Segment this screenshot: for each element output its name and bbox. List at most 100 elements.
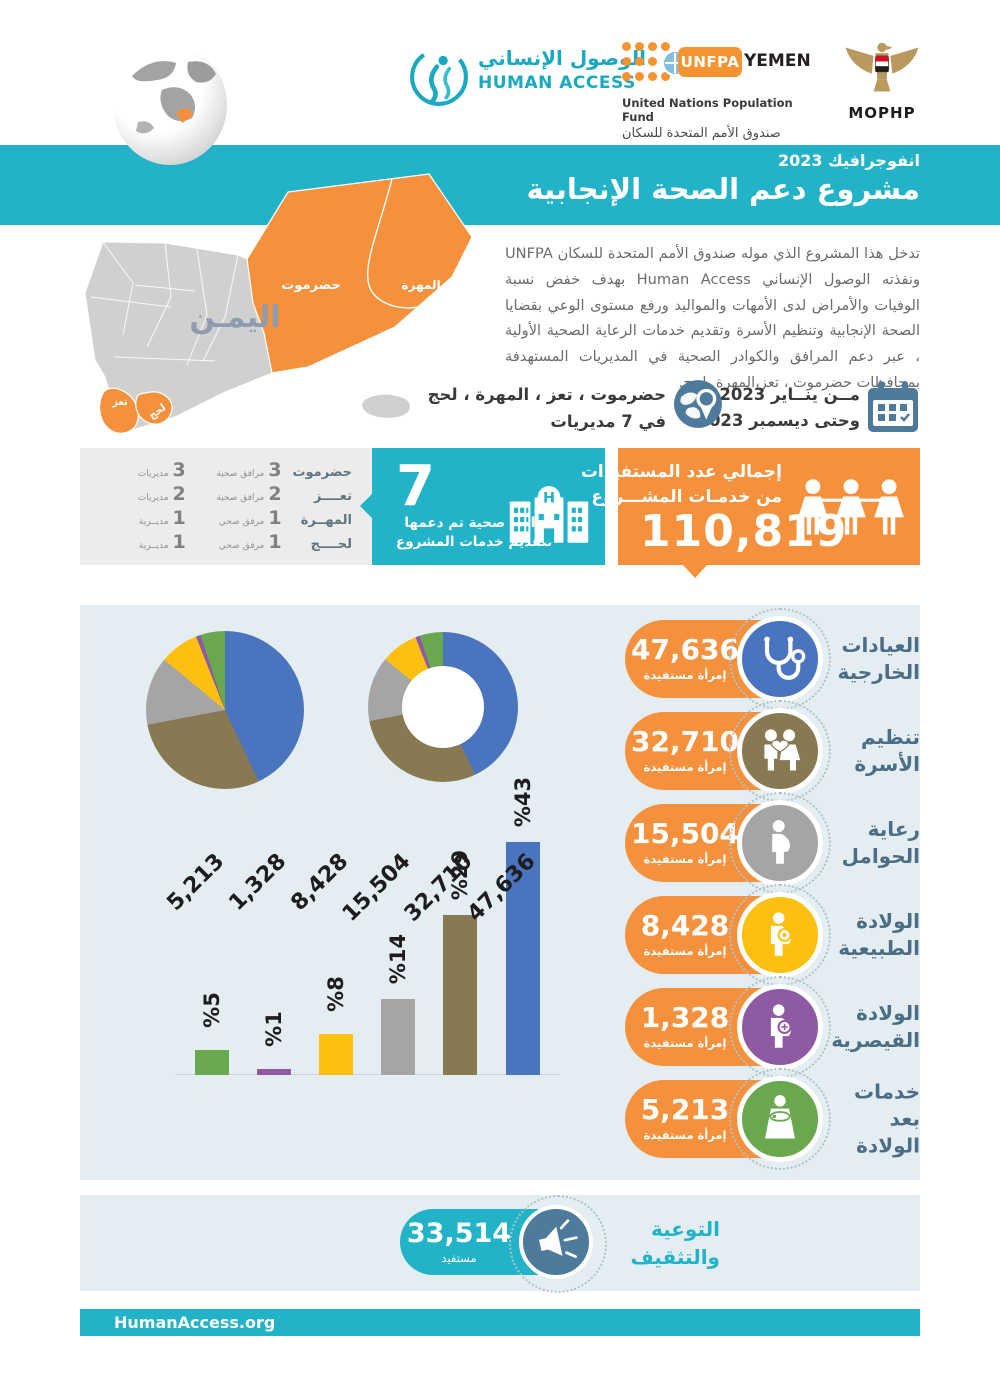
governorate-name: حضرموت <box>292 465 352 480</box>
facilities-count-cell: 1 مرفق صحي <box>218 531 282 553</box>
service-row: 32,710 إمرأة مستفيدة تنظيم الأسرة <box>625 700 920 802</box>
bar-chart: %5 5,213 %1 1,328 %8 8,428 %14 15,504 %29 32,710%… <box>80 777 600 1075</box>
globe-pin-icon <box>674 380 722 428</box>
service-value: 5,213 <box>640 1093 730 1126</box>
hospital-icon: H <box>509 486 589 543</box>
yemen-map: اليمـن حضرموت المهرة تعز لحج <box>84 173 473 434</box>
yemen-eagle-emblem-icon <box>845 42 919 92</box>
service-unit: إمرأة مستفيدة <box>643 760 727 774</box>
total-beneficiaries-label1: إجمالي عدد المستفيدات <box>580 462 782 482</box>
map-region-taiz <box>99 387 139 434</box>
pregnant-woman-icon <box>737 800 823 886</box>
bar-percent-label: %43 <box>510 776 535 828</box>
human-access-name-english: HUMAN ACCESS <box>478 73 636 93</box>
total-beneficiaries-box: إجمالي عدد المستفيدات من خدمـات المشـــر… <box>581 448 920 578</box>
map-label-hadhramaut: حضرموت <box>281 278 341 293</box>
banner-kicker: انفوجرافيك 2023 <box>777 151 920 170</box>
map-region-lahij <box>135 391 173 425</box>
total-beneficiaries-label2: من خدمـات المشـــروع <box>591 487 782 507</box>
coverage-districts: في 7 مديريات <box>550 412 666 431</box>
bar <box>505 842 540 1075</box>
map-socotra-island <box>362 394 410 418</box>
dotted-ring <box>509 1195 607 1293</box>
project-coverage: حضرموت ، تعز ، المهرة ، لحج في 7 مديريات <box>428 381 666 435</box>
bar-slot: %43 47,636 <box>462 777 540 1075</box>
service-unit: إمرأة مستفيدة <box>643 1128 727 1142</box>
facility-row: تعــــز 2 مرافق صحية 2 مديريات <box>100 483 352 507</box>
districts-count-cell: 2 مديريات <box>137 483 186 505</box>
service-row: 8,428 إمرأة مستفيدة الولادة الطبيعية <box>625 884 920 986</box>
governorate-name: تعــــز <box>313 489 352 504</box>
bar-slot: %29 32,710 <box>400 835 478 1075</box>
service-label: رعاية الحوامل <box>841 817 920 868</box>
service-label: الولادة الطبيعية <box>838 909 920 960</box>
awareness-unit: مستفيد <box>441 1251 477 1265</box>
awareness-label1: التوعية <box>650 1217 720 1241</box>
postnatal-care-icon <box>737 1076 823 1162</box>
services-list: 47,636 إمرأة مستفيدة العيادات الخارجية 32… <box>625 608 920 1170</box>
service-row: 1,328 إمرأة مستفيدة الولادة القيصرية <box>625 976 920 1078</box>
bar-percent-label: %8 <box>323 976 348 1012</box>
calendar-icon <box>868 381 918 432</box>
map-label-taiz: تعز <box>111 397 128 408</box>
service-row: 5,213 إمرأة مستفيدة خدمات بعد الولادة <box>625 1068 920 1170</box>
globe-yemen-highlight <box>176 107 193 123</box>
cesarean-birth-icon <box>737 984 823 1070</box>
service-value: 32,710 <box>630 725 740 758</box>
stethoscope-icon <box>737 616 823 702</box>
bar <box>318 1034 353 1075</box>
globe-earth-image <box>113 45 227 165</box>
service-row: 47,636 إمرأة مستفيدة العيادات الخارجية <box>625 608 920 710</box>
facilities-count-cell: 1 مرفق صحي <box>218 507 282 529</box>
districts-count-cell: 3 مديريات <box>137 459 186 481</box>
donut-chart <box>368 632 518 782</box>
bar-slot: %5 5,213 <box>162 835 229 1075</box>
facilities-count-cell: 3 مرافق صحية <box>216 459 282 481</box>
bar-percent-label: %1 <box>261 1011 286 1047</box>
bar-value-label: 5,213 <box>162 849 230 916</box>
facilities-count-cell: 2 مرافق صحية <box>216 483 282 505</box>
governorate-name: المهــرة <box>300 513 352 528</box>
mophp-label: MOPHP <box>848 104 916 122</box>
governorate-name: لحــــج <box>310 537 352 552</box>
unfpa-acronym: UNFPA <box>678 47 742 77</box>
bar-slot: %1 1,328 <box>224 835 291 1075</box>
unfpa-name-english: United Nations Population Fund <box>622 96 793 124</box>
website-link[interactable]: HumanAccess.org <box>114 1313 276 1332</box>
facilities-table: حضرموت 3 مرافق صحية 3 مديريات تعــــز 2 مرا… <box>80 448 372 565</box>
period-start: مــن ينــاير 2023 <box>719 385 860 404</box>
page-title: مشروع دعم الصحة الإنجابية <box>526 172 920 206</box>
facility-row: لحــــج 1 مرفق صحي 1 مديــرية <box>100 531 352 555</box>
service-value: 47,636 <box>630 633 740 666</box>
family-planning-icon <box>737 708 823 794</box>
service-unit: إمرأة مستفيدة <box>643 1036 727 1050</box>
three-women-icon <box>798 479 904 535</box>
bar-value-label: 1,328 <box>224 849 292 916</box>
footer-bar: HumanAccess.org <box>80 1309 920 1336</box>
map-mahrah-border <box>366 178 420 309</box>
bar <box>194 1050 229 1075</box>
project-description: تدخل هذا المشروع الذي موله صندوق الأمم ا… <box>505 245 920 391</box>
pie-chart <box>146 631 304 789</box>
service-label: تنظيم الأسرة <box>854 725 920 776</box>
left-arrow-pointer <box>360 494 372 518</box>
service-label: خدمات بعد الولادة <box>854 1079 920 1158</box>
unfpa-logo: UNFPA YEMEN United Nations Population Fu… <box>622 42 811 141</box>
service-unit: إمرأة مستفيدة <box>643 668 727 682</box>
facility-row: حضرموت 3 مرافق صحية 3 مديريات <box>100 459 352 483</box>
human-access-logo-icon <box>410 48 468 106</box>
awareness-panel: 33,514 مستفيد التوعية والتثقيف <box>80 1195 920 1293</box>
districts-count-cell: 1 مديــرية <box>138 507 186 529</box>
map-region-hadhramaut-mahrah <box>246 173 473 374</box>
bar <box>381 999 416 1075</box>
down-arrow-pointer <box>682 564 708 578</box>
bar-percent-label: %5 <box>199 992 224 1028</box>
human-access-name-arabic: الوصول الإنساني <box>478 46 646 70</box>
donut-hole <box>402 666 484 748</box>
service-label: العيادات الخارجية <box>837 633 920 684</box>
megaphone-icon <box>519 1205 593 1279</box>
service-row: 15,504 إمرأة مستفيدة رعاية الحوامل <box>625 792 920 894</box>
supported-facilities-number: 7 <box>396 454 435 519</box>
service-label: الولادة القيصرية <box>831 1001 920 1052</box>
bar-percent-label: %14 <box>386 933 411 985</box>
